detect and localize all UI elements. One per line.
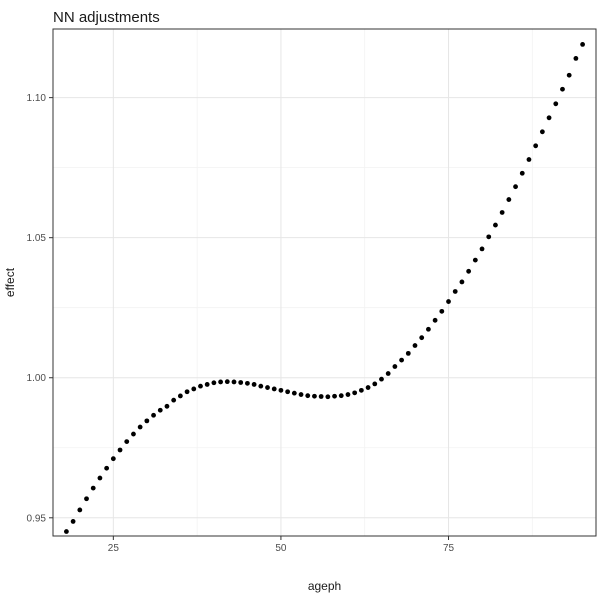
data-point xyxy=(580,42,585,47)
data-point xyxy=(439,308,445,314)
data-point xyxy=(405,350,411,356)
data-point xyxy=(499,210,505,215)
data-point xyxy=(177,393,183,399)
y-tick-label: 1.00 xyxy=(27,373,47,384)
data-point xyxy=(573,56,579,61)
data-point xyxy=(184,389,190,395)
data-point xyxy=(131,431,136,437)
x-tick-label: 25 xyxy=(108,543,120,554)
data-point xyxy=(372,381,378,387)
data-point xyxy=(345,392,351,397)
y-tick-label: 1.10 xyxy=(27,93,47,104)
data-point xyxy=(298,392,304,397)
data-point xyxy=(385,371,391,376)
data-point xyxy=(278,387,284,393)
data-point xyxy=(84,496,89,502)
data-point xyxy=(358,387,364,393)
data-point xyxy=(392,364,398,369)
data-point xyxy=(546,115,552,121)
data-point xyxy=(157,407,163,413)
data-point xyxy=(64,529,69,534)
data-point xyxy=(104,465,110,471)
data-point xyxy=(258,383,264,389)
data-point xyxy=(151,412,156,418)
y-tick-label: 1.05 xyxy=(27,233,47,244)
data-point xyxy=(526,157,532,162)
data-point xyxy=(446,299,451,304)
data-point xyxy=(137,424,143,430)
data-point xyxy=(412,343,418,348)
x-axis-label: ageph xyxy=(308,579,341,593)
data-point xyxy=(519,170,525,176)
data-point xyxy=(144,418,150,424)
data-point xyxy=(265,385,270,390)
data-point xyxy=(124,439,130,445)
chart-title: NN adjustments xyxy=(53,9,160,26)
data-point xyxy=(533,143,539,149)
data-point xyxy=(399,357,404,363)
data-point xyxy=(218,379,223,385)
data-point xyxy=(198,383,203,389)
data-point xyxy=(291,390,297,396)
data-point xyxy=(70,519,76,524)
data-point xyxy=(90,485,96,491)
data-point xyxy=(466,268,472,274)
data-point xyxy=(191,386,197,392)
data-point xyxy=(110,456,116,462)
data-point xyxy=(553,101,559,107)
data-point xyxy=(318,394,324,399)
data-point xyxy=(312,393,317,399)
grid xyxy=(53,29,596,536)
data-point xyxy=(238,380,244,385)
data-point xyxy=(338,393,344,399)
data-point xyxy=(426,326,431,332)
y-tick-label: 0.95 xyxy=(27,513,47,524)
data-point xyxy=(472,257,478,263)
data-point xyxy=(365,385,371,390)
data-point xyxy=(117,447,123,453)
data-point xyxy=(231,379,237,385)
data-point xyxy=(285,389,291,395)
data-point xyxy=(171,397,177,403)
data-points xyxy=(64,42,585,534)
data-point xyxy=(97,475,103,481)
y-axis-label: effect xyxy=(3,267,17,297)
x-tick-label: 75 xyxy=(443,543,455,554)
data-point xyxy=(459,279,465,285)
data-point xyxy=(204,382,210,387)
axes: 25 50 75 0.95 1.00 1.05 1.10 xyxy=(27,93,455,554)
data-point xyxy=(224,379,230,385)
data-point xyxy=(493,222,498,228)
data-point xyxy=(513,184,518,190)
data-point xyxy=(77,507,83,513)
data-point xyxy=(332,393,337,399)
data-point xyxy=(325,394,331,400)
data-point xyxy=(305,393,311,399)
data-point xyxy=(419,335,425,341)
data-point xyxy=(506,197,512,202)
data-point xyxy=(560,86,565,92)
data-point xyxy=(352,390,358,396)
data-point xyxy=(479,246,485,252)
data-point xyxy=(486,234,492,240)
data-point xyxy=(245,380,250,386)
data-point xyxy=(452,289,458,294)
data-point xyxy=(164,403,170,409)
plot-panel xyxy=(52,28,597,537)
data-point xyxy=(566,72,572,78)
data-point xyxy=(432,317,438,323)
data-point xyxy=(539,129,545,135)
data-point xyxy=(251,382,257,387)
x-tick-label: 50 xyxy=(275,543,287,554)
data-point xyxy=(271,386,277,392)
data-point xyxy=(379,376,384,382)
data-point xyxy=(211,380,217,386)
